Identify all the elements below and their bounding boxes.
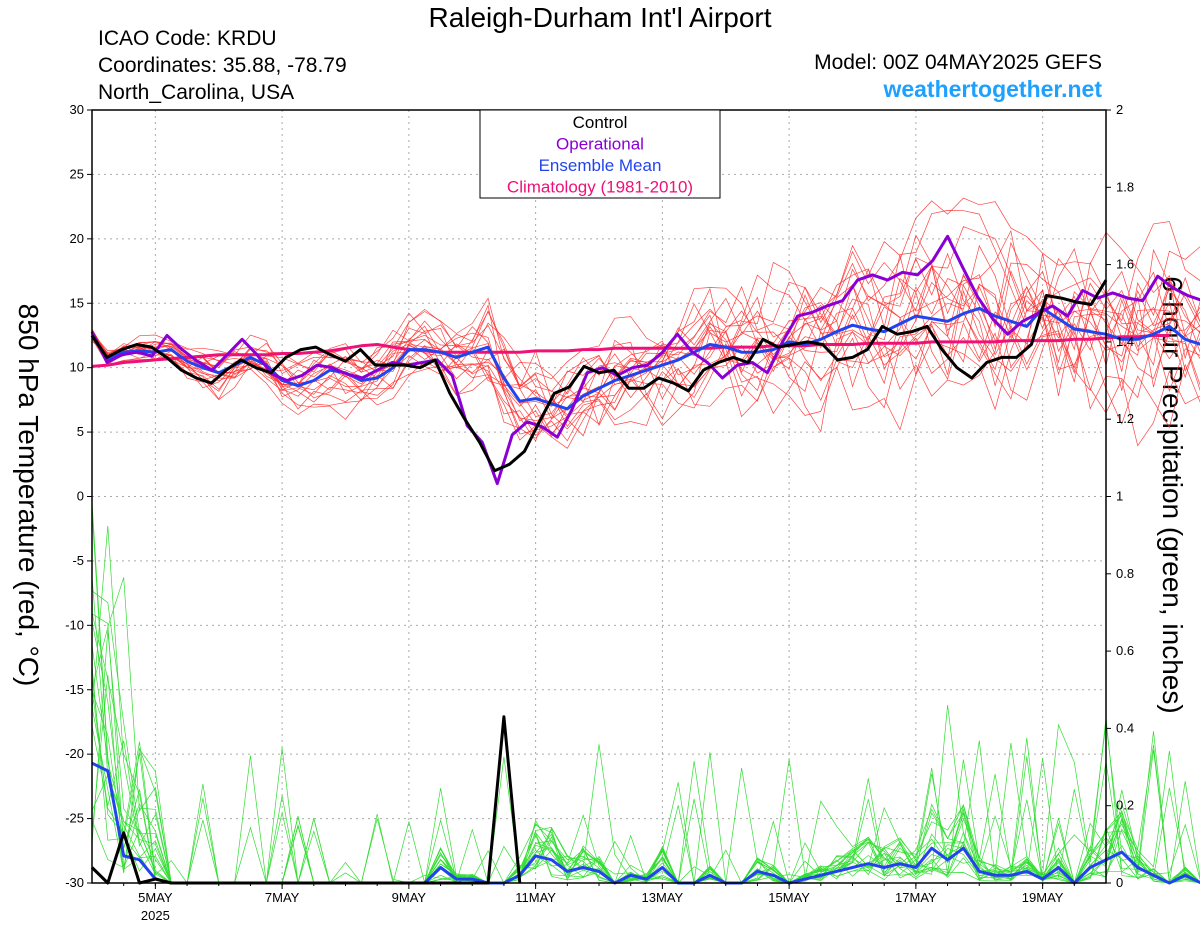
y-left-tick-label: -15 [65, 682, 84, 697]
ensemble-precip-members [91, 501, 1200, 884]
temp-member-line [91, 253, 1200, 438]
y-right-tick-label: 2 [1116, 102, 1123, 117]
x-tick-label: 7MAY [265, 890, 300, 905]
precip-member-line [91, 706, 1200, 884]
climatology-line [91, 334, 1170, 368]
legend-entry: Operational [556, 135, 644, 154]
y-right-tick-label: 1 [1116, 489, 1123, 504]
precip-member-line [91, 630, 1200, 884]
temp-member-line [91, 270, 1200, 407]
coordinates: Coordinates: 35.88, -78.79 [98, 54, 347, 77]
y-right-tick-label: 1.2 [1116, 411, 1134, 426]
precip-member-line [91, 664, 1200, 884]
precip-member-line [91, 613, 1200, 884]
precip-member-line [91, 612, 1200, 884]
precip-member-line [91, 676, 1200, 884]
x-tick-label: 13MAY [642, 890, 684, 905]
site-link[interactable]: weathertogether.net [883, 76, 1102, 102]
temp-member-line [91, 197, 1200, 442]
plot-frame [91, 109, 1107, 884]
temp-member-line [91, 248, 1200, 425]
y-left-tick-label: 25 [70, 166, 84, 181]
grid-lines [92, 110, 1106, 883]
precip-member-line [91, 674, 1200, 884]
y-right-tick-label: 0.2 [1116, 798, 1134, 813]
temp-member-line [91, 285, 1200, 441]
y-left-tick-label: -20 [65, 746, 84, 761]
x-tick-label: 5MAY [138, 890, 173, 905]
icao-code: ICAO Code: KRDU [98, 27, 277, 50]
x-tick-label: 9MAY [392, 890, 427, 905]
legend: Control Operational Ensemble Mean Climatolo… [479, 109, 721, 199]
y-left-tick-label: 20 [70, 231, 84, 246]
legend-box [479, 109, 721, 199]
y-right-tick-label: 0.4 [1116, 720, 1134, 735]
y-left-tick-label: 15 [70, 295, 84, 310]
main-series [90, 234, 1200, 885]
y-right-tick-label: 1.8 [1116, 179, 1134, 194]
y-left-tick-label: 10 [70, 360, 84, 375]
precip-member-line [91, 525, 1200, 884]
y-right-tick-label: 0 [1116, 875, 1123, 890]
ensemble-temp-members [91, 197, 1200, 449]
x-tick-label: 11MAY [515, 890, 556, 905]
y-left-tick-label: 0 [77, 489, 84, 504]
legend-entry: Control [573, 113, 628, 132]
y-right-tick-label: 1.6 [1116, 257, 1134, 272]
temp-member-line [91, 288, 1200, 430]
axes: 302520151050-5-10-15-20-25-3021.81.61.41… [65, 102, 1134, 923]
temp-member-line [91, 262, 1200, 435]
x-tick-year: 2025 [141, 908, 170, 923]
temp-member-line [91, 210, 1200, 447]
temp-member-line [91, 265, 1200, 415]
region-label: North_Carolina, USA [98, 81, 295, 104]
y-left-tick-label: -30 [65, 875, 84, 890]
x-tick-label: 17MAY [895, 890, 937, 905]
y-right-tick-label: 0.8 [1116, 566, 1134, 581]
precip-member-line [91, 501, 1200, 884]
precip-member-line [91, 576, 1200, 884]
y-left-tick-label: -10 [65, 617, 84, 632]
x-tick-label: 19MAY [1022, 890, 1064, 905]
y-left-tick-label: -5 [72, 553, 84, 568]
model-run-label: Model: 00Z 04MAY2025 GEFS [814, 51, 1102, 74]
precip-member-line [91, 621, 1200, 884]
y-right-tick-label: 0.6 [1116, 643, 1134, 658]
y-right-tick-label: 1.4 [1116, 334, 1134, 349]
temp-member-line [91, 247, 1200, 449]
precip-member-line [91, 590, 1200, 884]
temp-control-line [90, 279, 1108, 473]
page-title: Raleigh-Durham Int'l Airport [428, 2, 772, 33]
y-left-tick-label: 5 [77, 424, 84, 439]
legend-entry: Ensemble Mean [539, 156, 662, 175]
precip-member-line [91, 645, 1200, 884]
legend-entry: Climatology (1981-2010) [507, 178, 693, 197]
y-left-tick-label: 30 [70, 102, 84, 117]
temp-member-line [91, 244, 1200, 410]
x-tick-label: 15MAY [768, 890, 810, 905]
y-left-tick-label: -25 [65, 811, 84, 826]
precip-member-line [91, 511, 1200, 884]
temp-member-line [91, 221, 1200, 400]
